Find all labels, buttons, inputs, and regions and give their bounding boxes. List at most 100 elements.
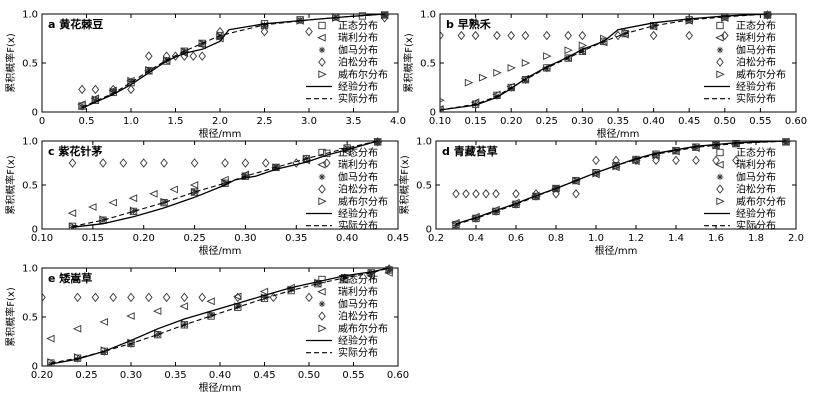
star-point <box>721 13 728 21</box>
legend-marker-triangle-right <box>318 197 327 206</box>
diamond-point <box>373 137 382 147</box>
legend-label: 经验分布 <box>736 80 776 93</box>
legend-label: 泊松分布 <box>338 310 378 323</box>
triangle-right-point <box>782 137 791 146</box>
diamond-point <box>198 292 206 303</box>
legend-label: 正态分布 <box>338 273 378 286</box>
diamond-point <box>564 30 572 41</box>
legend-label: 伽马分布 <box>338 297 378 310</box>
legend-label: 瑞利分布 <box>338 159 378 171</box>
legend-marker-diamond <box>318 311 326 321</box>
series-area <box>451 137 791 229</box>
chart-panel-3: 0.10 0.15 0.20 0.25 0.30 0.35 0.40 0.45 0 0.5 1.0 根… <box>4 137 409 258</box>
x-tick-label: 0.45 <box>253 370 275 381</box>
x-tick-label: 0.55 <box>342 370 364 381</box>
triangle-right-point <box>464 78 474 87</box>
empirical-curve <box>81 13 385 109</box>
x-tick-label: 0.20 <box>500 116 522 127</box>
diamond-point <box>91 292 100 303</box>
diamond-point <box>507 30 515 41</box>
diamond-point <box>712 155 720 166</box>
star-point <box>632 156 640 163</box>
actual-curve <box>72 140 378 227</box>
diamond-point <box>471 30 480 41</box>
x-tick-label: 1.0 <box>123 116 139 127</box>
legend-label: 正态分布 <box>338 146 378 159</box>
star-point <box>782 138 790 146</box>
x-tick-label: 0.40 <box>209 370 231 381</box>
diamond-point <box>380 13 389 23</box>
x-tick-label: 0.2 <box>428 233 444 244</box>
triangle-right-point <box>552 184 561 193</box>
legend-marker-triangle-right <box>716 197 725 206</box>
triangle-right-point <box>440 98 445 103</box>
legend-marker-diamond <box>716 57 724 67</box>
diamond-point <box>292 158 301 168</box>
triangle-right-point <box>564 46 573 55</box>
legend-marker-square <box>716 148 724 157</box>
diamond-point <box>305 292 313 303</box>
diamond-point <box>552 189 560 199</box>
diamond-point <box>685 30 693 41</box>
star-point <box>343 144 351 152</box>
star-point <box>385 266 393 274</box>
x-tick-label: 0.45 <box>678 116 700 127</box>
legend-label: 伽马分布 <box>338 170 378 183</box>
diamond-point <box>614 30 622 41</box>
panel-title: c 紫花针茅 <box>48 144 102 158</box>
legend-label: 经验分布 <box>736 207 776 220</box>
star-point <box>234 303 241 310</box>
diamond-point <box>180 292 189 303</box>
series-area <box>67 137 383 229</box>
legend-marker-diamond <box>318 184 326 194</box>
y-tick-label: 1.0 <box>416 137 432 148</box>
y-tick-label: 0 <box>32 225 38 236</box>
legend-label: 正态分布 <box>736 146 776 159</box>
legend-label: 瑞利分布 <box>736 159 776 171</box>
star-point <box>145 66 152 74</box>
y-axis-title: 累积概率F(x) <box>4 287 17 347</box>
star-point <box>512 202 520 209</box>
star-point <box>127 78 135 85</box>
diamond-point <box>672 155 680 166</box>
diamond-point <box>493 30 501 41</box>
triangle-left-point <box>152 307 162 316</box>
actual-curve <box>50 267 390 364</box>
panel-title: b 早熟禾 <box>446 17 492 31</box>
diamond-point <box>221 158 229 168</box>
actual-curve <box>440 13 768 111</box>
diamond-point <box>521 30 530 41</box>
legend-label: 实际分布 <box>736 219 776 232</box>
triangle-right-point <box>100 346 110 355</box>
x-axis-title: 根径/mm <box>199 127 242 140</box>
legend-marker-triangle-left <box>317 33 326 42</box>
star-point <box>78 103 86 111</box>
y-tick-label: 0 <box>32 108 38 119</box>
diamond-point <box>452 189 460 199</box>
diamond-point <box>190 158 199 168</box>
star-point <box>154 331 161 338</box>
triangle-right-point <box>91 95 101 104</box>
legend-label: 正态分布 <box>338 19 378 32</box>
triangle-right-point <box>207 311 216 319</box>
x-tick-label: 4.0 <box>390 116 406 127</box>
x-tick-label: 0.60 <box>785 116 807 127</box>
diamond-point <box>171 51 180 61</box>
x-tick-label: 0.20 <box>31 370 53 381</box>
triangle-right-point <box>521 59 531 67</box>
x-tick-label: 3.0 <box>301 116 317 127</box>
star-point <box>92 97 99 104</box>
legend-label: 伽马分布 <box>736 170 776 183</box>
diamond-point <box>139 158 148 168</box>
x-tick-label: 0.35 <box>285 233 307 244</box>
legend-marker-square <box>716 21 724 30</box>
diamond-point <box>241 158 250 168</box>
star-point <box>130 208 137 215</box>
triangle-right-point <box>127 76 136 85</box>
diamond-point <box>234 292 242 303</box>
diamond-point <box>68 158 77 168</box>
diamond-point <box>305 26 313 37</box>
triangle-right-point <box>600 34 609 43</box>
legend-marker-star <box>318 300 326 308</box>
diamond-point <box>162 292 171 303</box>
